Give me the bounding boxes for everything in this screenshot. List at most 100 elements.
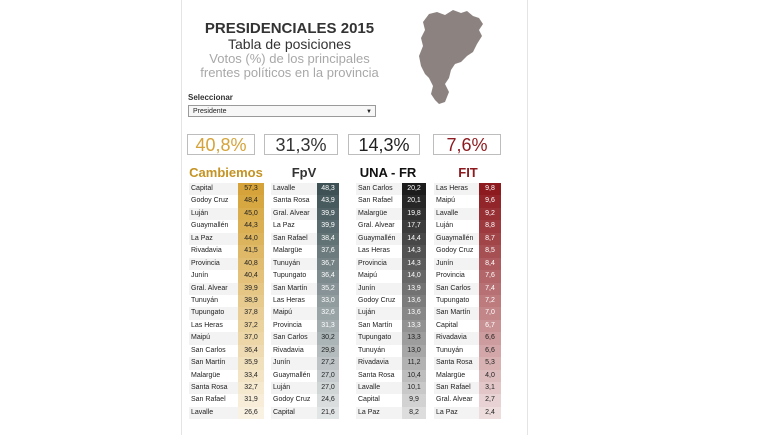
vote-value: 44,0 [238,232,264,246]
vote-value: 7,0 [479,307,501,320]
description-line-2: frentes políticos en la provincia [200,65,379,80]
vote-value: 14,4 [402,232,426,246]
place-name: Rivadavia [358,359,389,367]
place-name: San Martín [358,321,393,329]
vote-value: 24,6 [317,394,339,407]
table-row: La Paz 8,2 [356,406,426,420]
place-name: Capital [191,185,213,192]
place-name: Tunuyán [273,259,300,267]
vote-value: 36,4 [317,270,339,283]
table-row: Godoy Cruz 24,6 [271,394,339,407]
vote-value: 8,8 [479,220,501,233]
place-name: Gral. Alvear [273,209,310,217]
table-row: Lavalle 10,1 [356,382,426,395]
vote-value: 2,7 [479,394,501,407]
place-name: Tupungato [191,309,225,317]
province-shape [419,10,483,104]
vote-value: 19,8 [402,207,426,221]
table-row: Rivadavia 29,8 [271,344,339,358]
place-name: Godoy Cruz [191,197,229,205]
place-name: Godoy Cruz [273,396,311,404]
place-name: Godoy Cruz [358,296,396,304]
table-row: Maipú 32,6 [271,307,339,320]
table-row: San Rafael 38,4 [271,232,339,246]
place-name: Provincia [273,321,302,329]
place-name: San Carlos [436,284,471,292]
place-name: San Martín [436,309,471,317]
place-name: Gral. Alvear [436,396,473,404]
vote-value: 36,4 [238,344,264,358]
table-row: Lavalle 48,3 [271,183,339,196]
vote-value: 26,6 [238,406,264,420]
place-name: Guaymallén [358,234,396,242]
vote-value: 32,6 [317,307,339,320]
place-name: Rivadavia [436,334,467,342]
vote-value: 2,4 [479,406,501,420]
vote-value: 35,9 [238,357,264,370]
place-name: Maipú [273,309,293,317]
place-name: Provincia [436,272,465,280]
place-name: Rivadavia [273,346,304,354]
vote-value: 14,3 [402,257,426,271]
table-row: Godoy Cruz 13,6 [356,294,426,308]
vote-value: 8,4 [479,257,501,271]
table-row: Maipú 37,0 [189,332,264,345]
table-row: Provincia 31,3 [271,319,339,333]
place-name: Rivadavia [191,247,222,255]
vote-value: 6,6 [479,344,501,358]
vote-value: 41,5 [238,245,264,258]
vote-value: 14,0 [402,270,426,283]
ranking-column-1: Lavalle 48,3 Santa Rosa 43,9 Gral. Alvear 39,… [271,183,339,420]
vote-value: 40,4 [238,270,264,283]
table-row: Luján 27,0 [271,382,339,395]
place-name: Las Heras [358,247,390,255]
ranking-column-0: Capital 57,3 Godoy Cruz 48,4 Luján 45,0 Guayma… [189,183,264,420]
table-row: San Rafael 3,1 [434,382,501,395]
total-box-2: 14,3% [348,134,420,155]
vote-value: 13,0 [402,344,426,358]
place-name: Luján [273,384,291,391]
place-name: San Martín [273,284,308,292]
place-name: San Rafael [273,234,308,242]
table-row: Tupungato 13,3 [356,332,426,345]
election-select[interactable]: Presidente ▼ [188,105,376,117]
table-row: Las Heras 9,8 [434,183,501,196]
table-row: Capital 57,3 [189,183,264,196]
table-row: Capital 9,9 [356,394,426,407]
page-subtitle: Tabla de posiciones [228,36,351,52]
vote-value: 13,6 [402,294,426,308]
place-name: Maipú [358,272,378,280]
table-row: San Carlos 30,2 [271,332,339,345]
vote-value: 8,2 [402,406,426,420]
vote-value: 38,9 [238,294,264,308]
table-row: Gral. Alvear 2,7 [434,394,501,407]
vote-value: 14,3 [402,245,426,258]
table-row: Junín 27,2 [271,357,339,370]
place-name: Capital [358,396,380,404]
table-row: Capital 6,7 [434,319,501,333]
vote-value: 39,9 [238,282,264,295]
table-row: Rivadavia 41,5 [189,245,264,258]
table-row: San Carlos 36,4 [189,344,264,358]
place-name: Malargüe [273,247,303,255]
vote-value: 7,4 [479,282,501,295]
table-row: Tupungato 7,2 [434,294,501,308]
place-name: San Rafael [191,396,226,404]
page-title: PRESIDENCIALES 2015 [204,20,375,37]
place-name: Tupungato [436,296,470,304]
table-row: Luján 8,8 [434,220,501,233]
column-name-3: FIT [458,165,478,180]
table-row: La Paz 44,0 [189,232,264,246]
table-row: Malargüe 37,6 [271,245,339,258]
table-row: Luján 13,6 [356,307,426,320]
vote-value: 27,0 [317,382,339,395]
total-box-3: 7,6% [433,134,501,155]
ranking-column-2: San Carlos 20,2 San Rafael 20,1 Malargüe 19,8… [356,183,426,420]
vote-value: 39,9 [317,220,339,233]
chevron-down-icon[interactable]: ▼ [366,109,372,115]
place-name: Tunuyán [436,346,463,354]
place-name: Junín [273,359,291,367]
vote-value: 27,2 [317,357,339,370]
vote-value: 9,2 [479,207,501,221]
table-row: Godoy Cruz 48,4 [189,195,264,208]
